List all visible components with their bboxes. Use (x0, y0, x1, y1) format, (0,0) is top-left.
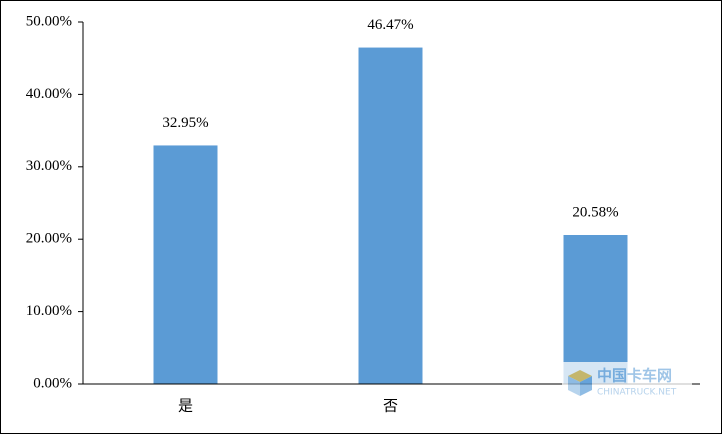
data-label: 46.47% (367, 17, 413, 33)
watermark-logo (580, 376, 592, 396)
x-tick-label: 否 (383, 398, 398, 414)
watermark-title: 中国卡车网 (597, 367, 672, 385)
watermark-logo (568, 376, 580, 396)
y-tick-label: 50.00% (26, 13, 72, 29)
y-tick-label: 30.00% (26, 158, 72, 174)
bar (153, 145, 218, 384)
y-tick-label: 10.00% (26, 303, 72, 319)
y-tick-label: 20.00% (26, 231, 72, 247)
bar (563, 235, 628, 384)
x-tick-label: 是 (178, 398, 193, 414)
y-tick-label: 40.00% (26, 86, 72, 102)
data-label: 32.95% (162, 115, 208, 131)
y-tick-label: 0.00% (33, 375, 72, 391)
watermark-subtitle: CHINATRUCK.NET (597, 388, 677, 398)
data-label: 20.58% (572, 204, 618, 220)
watermark: 中国卡车网 CHINATRUCK.NET (562, 362, 692, 414)
bar (358, 47, 423, 385)
